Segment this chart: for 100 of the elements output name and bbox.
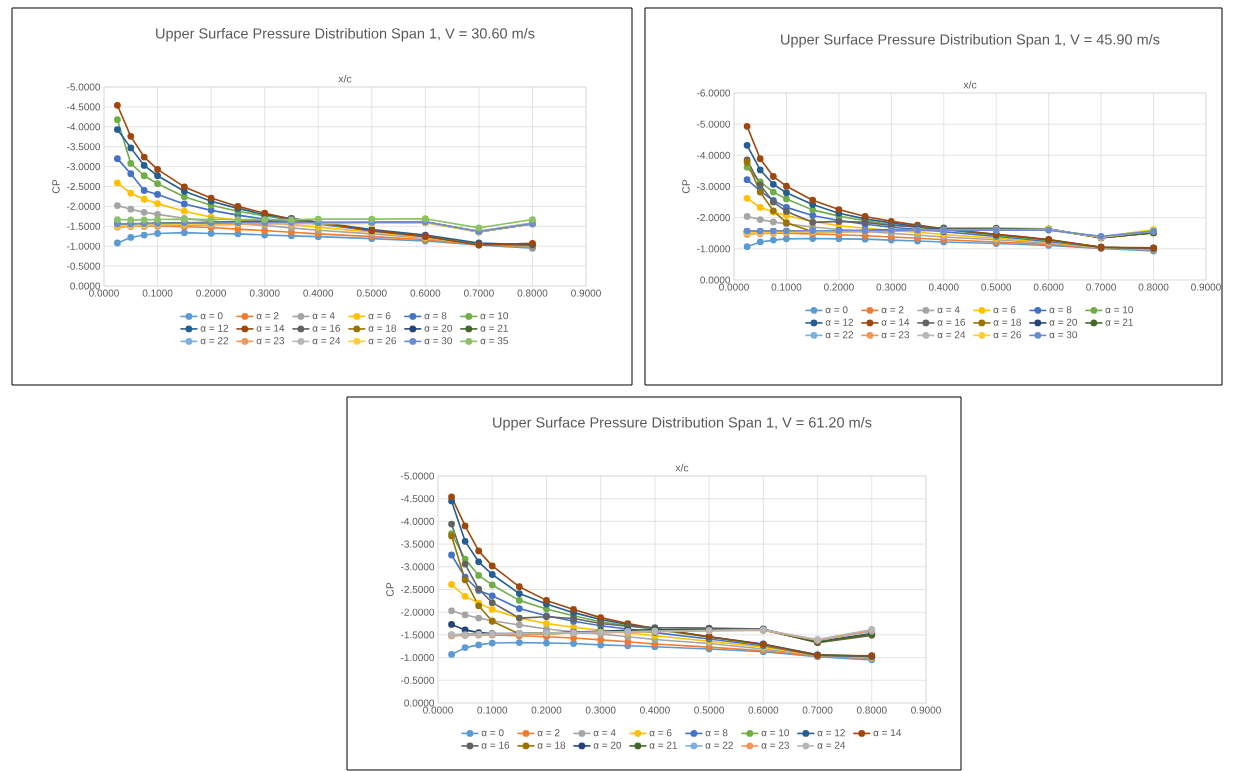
x-tick-label: 0.2000 [196, 289, 227, 297]
legend-label: α = 2 [881, 306, 904, 314]
chart-title: Upper Surface Pressure Distribution Span 1, V = 61.20 m/s [493, 416, 872, 431]
y-tick-label: -3.5000 [401, 540, 435, 548]
legend-label: α = 16 [481, 741, 510, 749]
x-axis-title: x/c [675, 463, 689, 472]
legend-label: α = 4 [937, 306, 960, 314]
legend-label: α = 18 [537, 741, 566, 749]
legend-label: α = 14 [873, 729, 902, 737]
x-tick-label: 0.1000 [771, 283, 802, 291]
legend-label: α = 6 [368, 312, 391, 320]
x-tick-label: 0.3000 [876, 283, 907, 291]
legend-label: α = 0 [825, 306, 848, 314]
legend-label: α = 4 [593, 729, 616, 737]
legend-label: α = 20 [1049, 318, 1078, 326]
x-tick-label: 0.4000 [639, 706, 670, 714]
y-tick-label: -3.0000 [67, 163, 101, 171]
y-tick-label: -2.0000 [696, 214, 731, 222]
legend-label: α = 26 [993, 331, 1022, 339]
legend-label: α = 20 [593, 741, 622, 749]
legend-label: α = 23 [881, 331, 910, 339]
legend-label: α = 26 [368, 337, 397, 345]
x-axis-title: x/c [963, 80, 977, 89]
x-tick-label: 0.4000 [303, 289, 334, 297]
y-tick-label: -2.5000 [401, 585, 435, 594]
y-tick-label: -6.0000 [696, 89, 731, 97]
x-tick-label: 0.6000 [748, 706, 779, 714]
y-axis-title: CP [682, 179, 690, 194]
legend-label: α = 21 [480, 324, 508, 332]
legend-label: α = 12 [825, 318, 854, 326]
x-tick-label: 0.9000 [1191, 283, 1221, 291]
y-tick-label: -0.5000 [67, 262, 101, 270]
legend-label: α = 23 [256, 337, 285, 345]
legend-label: α = 18 [993, 318, 1022, 326]
x-tick-label: 0.6000 [410, 289, 441, 297]
legend-label: α = 30 [424, 337, 453, 345]
legend-label: α = 30 [1049, 331, 1078, 339]
legend-label: α = 22 [705, 741, 733, 749]
legend-label: α = 10 [761, 729, 790, 737]
x-tick-label: 0.5000 [694, 706, 725, 714]
x-tick-label: 0.3000 [249, 289, 280, 297]
y-tick-label: -4.5000 [67, 103, 101, 111]
y-axis-title: CP [386, 582, 394, 597]
x-tick-label: 0.8000 [856, 706, 887, 714]
y-tick-label: -5.0000 [67, 83, 101, 91]
legend-label: α = 4 [312, 312, 335, 320]
legend-label: α = 18 [368, 324, 397, 332]
legend-label: α = 12 [817, 729, 845, 737]
y-tick-label: -5.0000 [401, 472, 435, 480]
y-tick-label: -1.0000 [401, 654, 435, 662]
legend-label: α = 0 [200, 312, 223, 320]
y-tick-label: -3.0000 [401, 563, 435, 571]
y-tick-label: 0.0000 [404, 699, 435, 707]
legend-label: α = 21 [1105, 318, 1133, 326]
legend-label: α = 6 [649, 729, 672, 737]
x-tick-label: 0.2000 [823, 283, 854, 291]
x-tick-label: 0.4000 [928, 283, 959, 291]
y-tick-label: -5.0000 [696, 120, 731, 128]
legend-label: α = 14 [256, 324, 285, 332]
x-tick-label: 0.7000 [463, 289, 494, 297]
legend-label: α = 6 [993, 306, 1016, 314]
y-tick-label: -1.0000 [67, 242, 101, 250]
legend-label: α = 16 [312, 324, 341, 332]
x-axis-title: x/c [338, 74, 352, 83]
legend-label: α = 24 [817, 741, 846, 749]
y-tick-label: -3.5000 [67, 143, 101, 151]
legend-label: α = 24 [937, 331, 966, 339]
legend-label: α = 2 [256, 312, 279, 320]
x-tick-label: 0.1000 [477, 706, 508, 714]
legend-label: α = 10 [480, 312, 509, 320]
y-tick-label: -2.0000 [67, 202, 101, 210]
y-tick-label: -3.0000 [696, 182, 731, 191]
y-tick-label: -4.0000 [696, 151, 731, 159]
y-tick-label: -4.0000 [67, 123, 101, 131]
y-tick-label: -1.0000 [696, 245, 731, 253]
legend-label: α = 35 [480, 337, 508, 345]
legend-label: α = 23 [761, 741, 789, 749]
x-tick-label: 0.5000 [981, 283, 1012, 291]
x-tick-label: 0.3000 [585, 706, 616, 714]
legend-label: α = 22 [825, 331, 854, 339]
y-tick-label: -2.5000 [67, 182, 101, 191]
legend-label: α = 2 [537, 729, 560, 737]
x-tick-label: 0.9000 [571, 289, 601, 297]
legend-label: α = 21 [649, 741, 678, 749]
legend-label: α = 0 [481, 729, 504, 737]
x-tick-label: 0.7000 [802, 706, 833, 714]
y-tick-label: -1.5000 [67, 222, 101, 230]
legend-label: α = 24 [312, 337, 341, 345]
legend-label: α = 8 [1049, 306, 1072, 314]
y-tick-label: -0.5000 [401, 676, 435, 684]
y-tick-label: 0.0000 [700, 276, 731, 284]
x-tick-label: 0.1000 [142, 289, 173, 297]
legend-label: α = 8 [705, 729, 728, 737]
x-tick-label: 0.7000 [1086, 283, 1116, 291]
legend-label: α = 14 [881, 318, 910, 326]
y-tick-label: -4.5000 [401, 495, 435, 503]
y-tick-label: -2.0000 [401, 608, 435, 616]
y-axis-title: CP [52, 179, 60, 194]
legend-label: α = 10 [1105, 306, 1134, 314]
x-tick-label: 0.0000 [89, 289, 119, 297]
